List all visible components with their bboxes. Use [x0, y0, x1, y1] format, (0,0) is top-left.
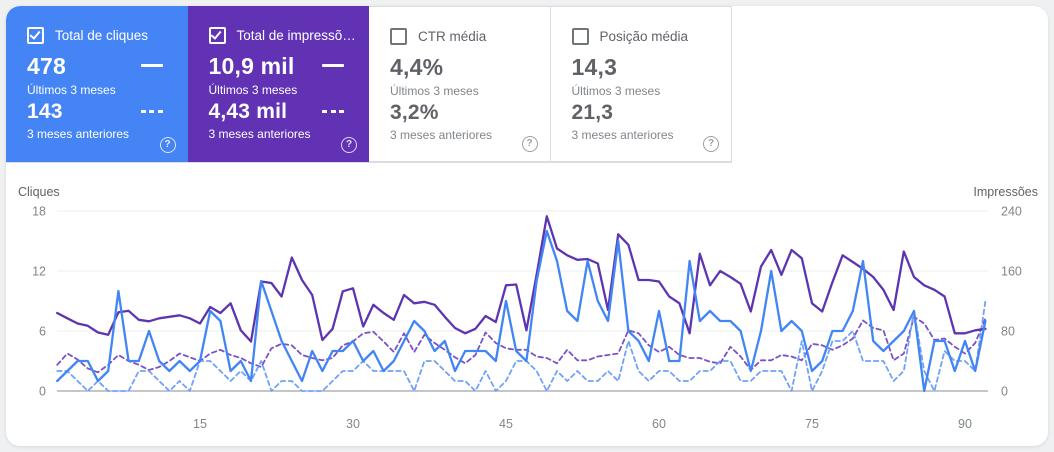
solid-line-indicator — [140, 64, 163, 67]
metric-card-position[interactable]: Posição média 14,3 Últimos 3 meses 21,3 … — [550, 6, 732, 162]
metric-card-title: CTR média — [418, 29, 487, 44]
right-axis-tick: 240 — [1001, 205, 1022, 219]
series-line-impressions-current[interactable] — [56, 215, 987, 343]
left-axis-tick: 12 — [32, 265, 46, 279]
help-icon[interactable]: ? — [521, 136, 538, 152]
metric-card-header: Total de cliques — [27, 27, 148, 44]
x-axis-tick: 60 — [652, 417, 666, 431]
metric-card-header: CTR média — [390, 28, 486, 45]
metric-current-label: Últimos 3 meses — [390, 84, 479, 98]
x-axis-tick: 30 — [346, 417, 360, 431]
metric-card-title: Total de impressõ… — [236, 28, 356, 43]
solid-line-indicator — [322, 64, 344, 67]
x-axis-tick: 90 — [958, 417, 972, 431]
series-line-impressions-previous[interactable] — [56, 315, 987, 374]
metric-previous-value: 21,3 — [571, 101, 614, 124]
metric-current-value: 478 — [27, 53, 66, 79]
right-axis-tick: 0 — [1001, 385, 1008, 399]
metric-previous-value: 4,43 mil — [208, 100, 288, 123]
series-line-clicks-current[interactable] — [56, 229, 987, 393]
metric-current-value: 14,3 — [571, 54, 618, 80]
help-icon[interactable]: ? — [703, 136, 719, 152]
series-line-clicks-previous[interactable] — [56, 300, 987, 392]
dashed-line-indicator — [140, 110, 163, 113]
checkbox-total-clicks[interactable] — [27, 27, 44, 44]
metric-current-label: Últimos 3 meses — [571, 84, 661, 98]
metric-card-total-clicks[interactable]: Total de cliques 478 Últimos 3 meses 143… — [6, 6, 188, 162]
metric-card-header: Posição média — [571, 28, 689, 45]
metric-cards-row: Total de cliques 478 Últimos 3 meses 143… — [6, 6, 732, 163]
checkbox-total-impressions[interactable] — [208, 27, 226, 44]
metric-current-value: 4,4% — [390, 54, 444, 80]
help-icon[interactable]: ? — [159, 137, 176, 153]
x-axis-tick: 15 — [193, 417, 207, 431]
checkbox-position[interactable] — [571, 28, 589, 45]
left-axis-tick: 6 — [39, 325, 46, 339]
metric-card-header: Total de impressõ… — [208, 27, 356, 44]
left-axis-title: Cliques — [18, 185, 60, 199]
metric-current-value: 10,9 mil — [208, 53, 295, 79]
metric-previous-label: 3 meses anteriores — [208, 127, 311, 141]
metric-current-label: Últimos 3 meses — [208, 83, 298, 97]
metric-card-ctr[interactable]: CTR média 4,4% Últimos 3 meses 3,2% 3 me… — [369, 6, 551, 162]
metric-previous-value: 143 — [27, 100, 63, 123]
left-axis-tick: 18 — [32, 205, 46, 219]
right-axis-tick: 80 — [1001, 325, 1015, 339]
performance-panel: Total de cliques 478 Últimos 3 meses 143… — [6, 6, 1048, 446]
left-axis-tick: 0 — [39, 385, 46, 399]
metric-card-title: Total de cliques — [55, 28, 149, 43]
help-icon[interactable]: ? — [341, 137, 357, 153]
metric-current-label: Últimos 3 meses — [27, 83, 116, 97]
x-axis-tick: 75 — [805, 417, 819, 431]
x-axis-tick: 45 — [499, 417, 513, 431]
right-axis-title: Impressões — [973, 185, 1038, 199]
metric-previous-label: 3 meses anteriores — [571, 128, 674, 142]
metric-previous-label: 3 meses anteriores — [390, 128, 493, 142]
metric-card-title: Posição média — [599, 29, 689, 44]
metric-previous-label: 3 meses anteriores — [27, 127, 130, 141]
metric-previous-value: 3,2% — [390, 101, 439, 124]
dashed-line-indicator — [322, 110, 344, 113]
checkbox-ctr[interactable] — [390, 28, 407, 45]
right-axis-tick: 160 — [1001, 265, 1022, 279]
metric-card-total-impressions[interactable]: Total de impressõ… 10,9 mil Últimos 3 me… — [187, 6, 369, 162]
